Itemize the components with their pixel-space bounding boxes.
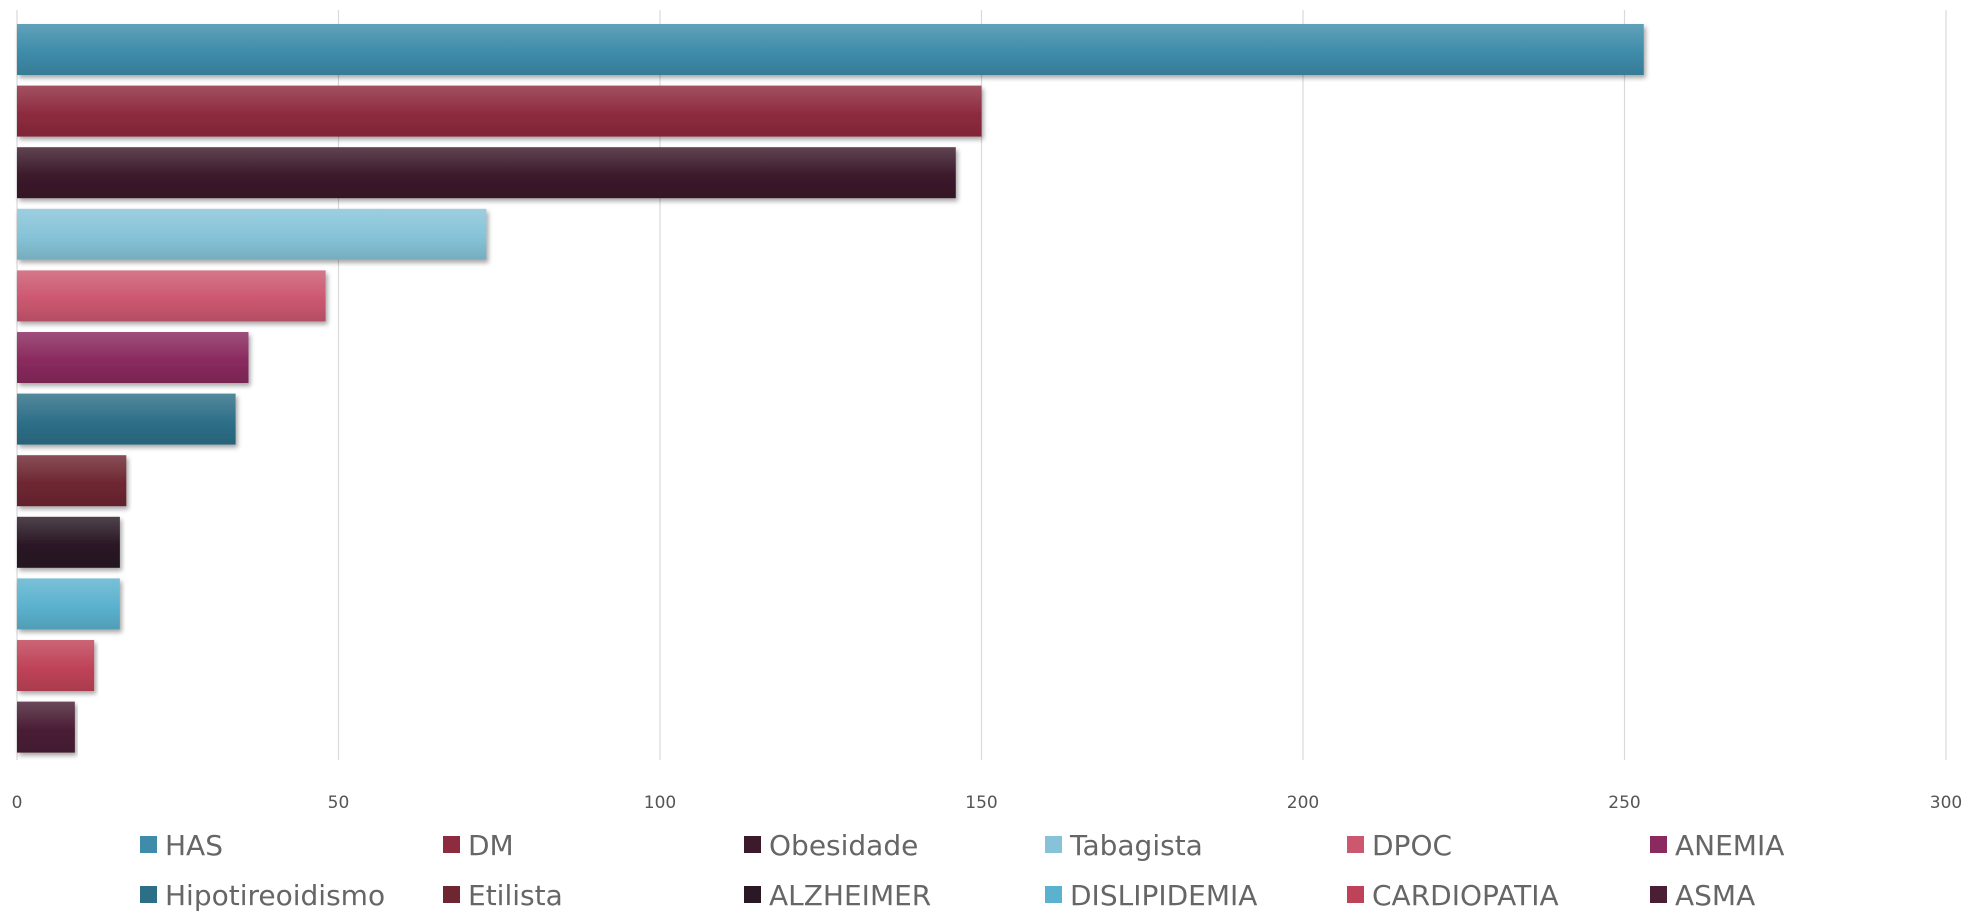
bar-obesidade: [17, 147, 956, 199]
legend-item-hipotireoidismo: Hipotireoidismo: [140, 879, 385, 912]
legend-label: DPOC: [1372, 829, 1452, 862]
bar-dpoc: [17, 270, 326, 322]
legend-swatch: [1045, 836, 1062, 853]
legend-item-obesidade: Obesidade: [744, 829, 918, 862]
bars: [17, 24, 1644, 753]
x-axis-ticks: 0 50 100 150 200 250 300: [12, 793, 1963, 813]
legend-swatch: [744, 886, 761, 903]
x-tick-label: 50: [328, 793, 350, 813]
legend-swatch: [443, 886, 460, 903]
legend-item-anemia: ANEMIA: [1650, 829, 1784, 862]
legend-label: Hipotireoidismo: [165, 879, 385, 912]
legend-item-dpoc: DPOC: [1347, 829, 1452, 862]
bar-hipotireoidismo: [17, 393, 236, 445]
bar-etilista: [17, 455, 127, 507]
legend-swatch: [1045, 886, 1062, 903]
legend-swatch: [1650, 836, 1667, 853]
legend-item-dm: DM: [443, 829, 514, 862]
legend-label: Obesidade: [769, 829, 918, 862]
legend-item-has: HAS: [140, 829, 223, 862]
legend-swatch: [140, 886, 157, 903]
legend-label: DISLIPIDEMIA: [1070, 879, 1257, 912]
legend-label: HAS: [165, 829, 223, 862]
bar-dislipidemia: [17, 578, 120, 630]
legend-swatch: [744, 836, 761, 853]
legend-item-tabagista: Tabagista: [1045, 829, 1203, 862]
legend-item-cardiopatia: CARDIOPATIA: [1347, 879, 1559, 912]
legend-label: Etilista: [468, 879, 563, 912]
bar-has: [17, 24, 1644, 75]
legend-label: DM: [468, 829, 514, 862]
legend-swatch: [443, 836, 460, 853]
bar-asma: [17, 701, 75, 753]
legend-item-asma: ASMA: [1650, 879, 1755, 912]
bar-cardiopatia: [17, 640, 95, 691]
legend-swatch: [140, 836, 157, 853]
x-tick-label: 200: [1287, 793, 1319, 813]
x-tick-label: 100: [644, 793, 676, 813]
legend-label: Tabagista: [1069, 829, 1203, 862]
legend-swatch: [1650, 886, 1667, 903]
legend-item-etilista: Etilista: [443, 879, 563, 912]
legend: HAS DM Obesidade Tabagista DPOC ANEMIA Hipotir…: [140, 829, 1784, 912]
bar-anemia: [17, 332, 249, 383]
legend-label: ASMA: [1675, 879, 1755, 912]
legend-swatch: [1347, 886, 1364, 903]
legend-swatch: [1347, 836, 1364, 853]
legend-item-alzheimer: ALZHEIMER: [744, 879, 931, 912]
bar-dm: [17, 85, 982, 137]
x-tick-label: 300: [1930, 793, 1962, 813]
bar-tabagista: [17, 208, 487, 260]
x-tick-label: 250: [1608, 793, 1640, 813]
x-tick-label: 0: [12, 793, 23, 813]
legend-item-dislipidemia: DISLIPIDEMIA: [1045, 879, 1257, 912]
legend-label: ANEMIA: [1675, 829, 1784, 862]
x-tick-label: 150: [965, 793, 997, 813]
legend-label: CARDIOPATIA: [1372, 879, 1559, 912]
legend-label: ALZHEIMER: [769, 879, 931, 912]
bar-alzheimer: [17, 516, 120, 568]
